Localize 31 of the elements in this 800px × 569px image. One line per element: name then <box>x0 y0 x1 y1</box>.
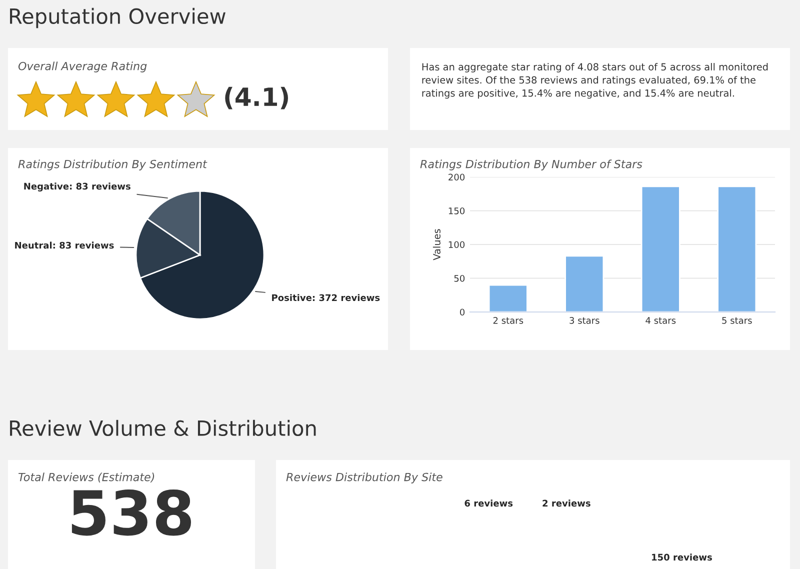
text: 538 <box>72 490 191 536</box>
y-tick-label: 0 <box>460 308 465 316</box>
bar <box>564 255 604 312</box>
text: Reputation Overview <box>10 8 226 28</box>
y-tick-label: 200 <box>448 174 465 181</box>
slice-label: Negative: 83 reviews <box>24 182 130 192</box>
text: 2 reviews <box>542 500 590 507</box>
x-tick-label: 4 stars <box>646 317 676 324</box>
text: 150 reviews <box>652 554 712 561</box>
chart-title: Ratings Distribution By Sentiment <box>18 160 208 170</box>
chart-title: Ratings Distribution By Number of Stars <box>420 160 642 170</box>
x-tick-label: 2 stars <box>493 317 524 324</box>
bar <box>717 186 757 312</box>
text: Total Reviews (Estimate) <box>18 472 154 483</box>
text: Review Volume & Distribution <box>10 420 316 436</box>
y-axis-title: Values <box>432 229 440 260</box>
slice-label: Neutral: 83 reviews <box>15 242 114 249</box>
y-tick-label: 50 <box>454 274 465 282</box>
text: Reviews Distribution By Site <box>286 472 442 484</box>
bar <box>640 186 680 312</box>
x-tick-label: 3 stars <box>570 317 600 324</box>
text: Has an aggregate star rating of 4.08 stars out of 5 across all monitored review sites. Of the 538 reviews and ratings evaluated, 69.1% of the ratings are positive, 15.4% are negative, and 15.4% are neutral. <box>422 62 768 99</box>
text: (4.1) <box>225 86 288 110</box>
y-tick-label: 100 <box>448 241 465 248</box>
text: 6 reviews <box>464 500 513 507</box>
text: Overall Average Rating <box>18 62 147 72</box>
bar <box>488 284 528 312</box>
slice-label: Positive: 372 reviews <box>272 294 380 302</box>
y-tick-label: 150 <box>448 207 465 214</box>
pie-slice <box>140 190 265 320</box>
x-tick-label: 5 stars <box>722 317 752 324</box>
